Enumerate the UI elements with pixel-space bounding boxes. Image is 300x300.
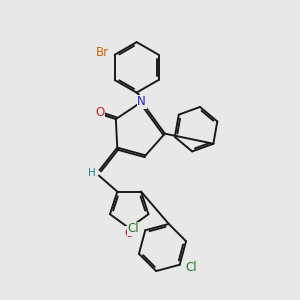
Text: Cl: Cl [128, 222, 139, 235]
Text: O: O [124, 227, 133, 240]
Text: Cl: Cl [186, 261, 197, 274]
Text: N: N [137, 95, 146, 108]
Text: Br: Br [96, 46, 109, 59]
Text: H: H [88, 168, 96, 178]
Text: O: O [95, 106, 104, 119]
